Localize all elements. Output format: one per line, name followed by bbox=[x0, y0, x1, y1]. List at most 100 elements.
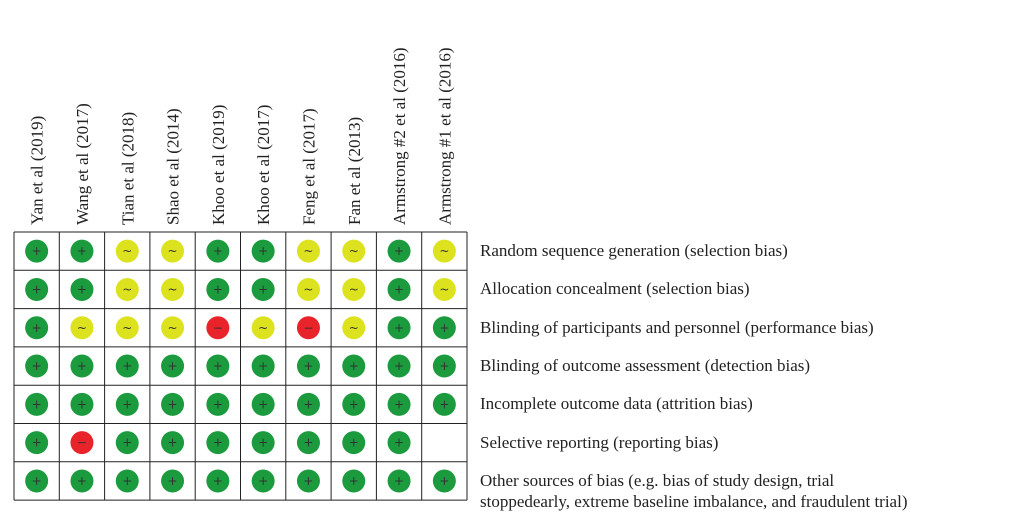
study-label: Khoo et al (2019) bbox=[209, 105, 228, 225]
judgment-dot bbox=[251, 392, 275, 416]
judgment-symbol: + bbox=[258, 359, 268, 373]
judgment-symbol: + bbox=[258, 397, 268, 411]
judgment-dot bbox=[206, 469, 230, 493]
judgment-symbol: + bbox=[213, 282, 223, 296]
judgment-dot bbox=[206, 392, 230, 416]
domain-text: stoppedearly, extreme baseline imbalance… bbox=[480, 491, 908, 511]
judgment-dot bbox=[25, 354, 49, 378]
judgment-symbol: ~ bbox=[77, 321, 87, 335]
judgment-dot bbox=[251, 469, 275, 493]
judgment-symbol: + bbox=[394, 397, 404, 411]
judgment-symbol: ~ bbox=[168, 282, 178, 296]
judgment-dot bbox=[161, 316, 185, 340]
judgment-symbol: + bbox=[439, 397, 449, 411]
judgment-dot bbox=[115, 316, 139, 340]
judgment-symbol: ~ bbox=[439, 282, 449, 296]
judgment-dot bbox=[432, 469, 456, 493]
judgment-symbol: + bbox=[32, 359, 42, 373]
judgment-symbol: ~ bbox=[349, 244, 359, 258]
judgment-symbol: + bbox=[258, 474, 268, 488]
judgment-symbol: − bbox=[213, 321, 223, 335]
judgment-symbol: + bbox=[394, 282, 404, 296]
judgment-symbol: + bbox=[258, 282, 268, 296]
judgment-symbol: + bbox=[168, 397, 178, 411]
judgment-symbol: + bbox=[32, 321, 42, 335]
judgment-dot bbox=[342, 469, 366, 493]
judgment-dot bbox=[432, 354, 456, 378]
judgment-dot bbox=[161, 354, 185, 378]
judgment-symbol: + bbox=[394, 436, 404, 450]
judgment-dot bbox=[70, 469, 94, 493]
judgment-symbol: + bbox=[303, 474, 313, 488]
judgment-dot bbox=[161, 469, 185, 493]
domain-text: Allocation concealment (selection bias) bbox=[480, 279, 750, 299]
judgment-dot bbox=[25, 469, 49, 493]
judgment-dot bbox=[115, 431, 139, 455]
judgment-dot bbox=[296, 239, 320, 263]
domain-label: Other sources of bias (e.g. bias of stud… bbox=[480, 470, 908, 512]
judgment-dot bbox=[296, 277, 320, 301]
judgment-dot bbox=[161, 277, 185, 301]
domain-label: Blinding of participants and personnel (… bbox=[480, 317, 874, 338]
judgment-dot bbox=[25, 431, 49, 455]
judgment-symbol: + bbox=[168, 359, 178, 373]
judgment-symbol: + bbox=[32, 282, 42, 296]
domain-label: Random sequence generation (selection bi… bbox=[480, 240, 788, 261]
judgment-symbol: + bbox=[439, 359, 449, 373]
study-label: Feng et al (2017) bbox=[299, 108, 318, 225]
judgment-dot bbox=[206, 316, 230, 340]
judgment-dot bbox=[342, 431, 366, 455]
judgment-dot bbox=[70, 431, 94, 455]
judgment-dot bbox=[387, 239, 411, 263]
judgment-dot bbox=[432, 277, 456, 301]
judgment-symbol: + bbox=[303, 397, 313, 411]
domain-label: Allocation concealment (selection bias) bbox=[480, 278, 750, 299]
judgment-dot bbox=[115, 277, 139, 301]
study-label: Khoo et al (2017) bbox=[254, 105, 273, 225]
judgment-symbol: ~ bbox=[122, 282, 132, 296]
domain-label: Blinding of outcome assessment (detectio… bbox=[480, 355, 810, 376]
judgment-dot bbox=[161, 392, 185, 416]
judgment-symbol: + bbox=[349, 397, 359, 411]
judgment-dot bbox=[70, 316, 94, 340]
judgment-symbol: + bbox=[394, 244, 404, 258]
judgment-symbol: + bbox=[77, 474, 87, 488]
judgment-symbol: + bbox=[122, 359, 132, 373]
judgment-dot bbox=[115, 469, 139, 493]
judgment-symbol: + bbox=[303, 359, 313, 373]
study-label: Armstrong #1 et al (2016) bbox=[435, 47, 454, 225]
judgment-symbol: + bbox=[394, 359, 404, 373]
judgment-dot bbox=[296, 392, 320, 416]
judgment-dot bbox=[251, 431, 275, 455]
judgment-dot bbox=[206, 239, 230, 263]
judgment-symbol: + bbox=[32, 397, 42, 411]
judgment-dot bbox=[251, 316, 275, 340]
judgment-dot bbox=[387, 392, 411, 416]
judgment-symbol: + bbox=[168, 436, 178, 450]
judgment-symbol: ~ bbox=[258, 321, 268, 335]
judgment-dot bbox=[161, 431, 185, 455]
judgment-dot bbox=[387, 354, 411, 378]
judgment-symbol: ~ bbox=[122, 244, 132, 258]
judgment-symbol: + bbox=[303, 436, 313, 450]
judgment-symbol: ~ bbox=[168, 321, 178, 335]
judgment-dot bbox=[387, 431, 411, 455]
judgment-symbol: + bbox=[213, 436, 223, 450]
judgment-dot bbox=[342, 354, 366, 378]
judgment-dot bbox=[251, 239, 275, 263]
judgment-symbol: + bbox=[77, 359, 87, 373]
judgment-symbol: + bbox=[439, 321, 449, 335]
judgment-symbol: + bbox=[439, 474, 449, 488]
judgment-symbol: ~ bbox=[439, 244, 449, 258]
judgment-symbol: + bbox=[394, 474, 404, 488]
judgment-symbol: + bbox=[77, 397, 87, 411]
judgment-dot bbox=[342, 316, 366, 340]
judgment-symbol: + bbox=[122, 397, 132, 411]
judgment-symbol: + bbox=[32, 436, 42, 450]
domain-text: Blinding of participants and personnel (… bbox=[480, 317, 874, 337]
judgment-dot bbox=[251, 277, 275, 301]
judgment-dot bbox=[25, 277, 49, 301]
judgment-dot bbox=[25, 392, 49, 416]
judgment-symbol: + bbox=[32, 474, 42, 488]
